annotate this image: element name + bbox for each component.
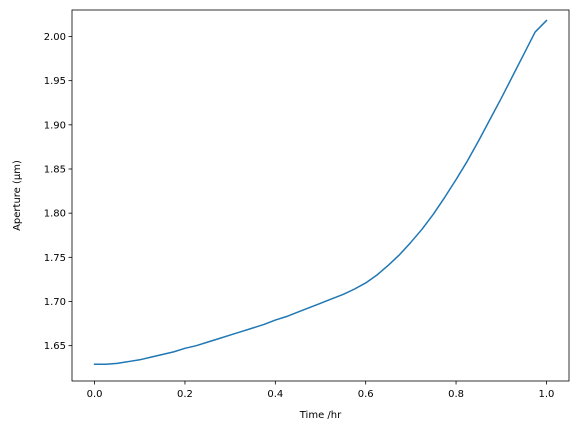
y-tick-label: 2.00 (44, 32, 66, 43)
y-tick-label: 1.95 (44, 76, 66, 87)
y-axis-ticks: 1.65 1.70 1.75 1.80 1.85 1.90 1.95 2.00 (44, 32, 72, 352)
y-tick-label: 1.70 (44, 297, 66, 308)
x-tick-label: 0.8 (448, 389, 464, 400)
plot-area-frame (71, 9, 570, 382)
x-axis-ticks: 0.0 0.2 0.4 0.6 0.8 1.0 (87, 381, 554, 400)
y-tick-label: 1.80 (44, 209, 66, 220)
x-axis-label: Time /hr (299, 410, 342, 421)
y-tick-label: 1.75 (44, 253, 66, 264)
y-tick-label: 1.65 (44, 341, 66, 352)
y-tick-label: 1.90 (44, 120, 66, 131)
x-tick-label: 1.0 (538, 389, 554, 400)
x-tick-label: 0.2 (177, 389, 193, 400)
plot-layer (93, 19, 548, 365)
x-tick-label: 0.6 (358, 389, 374, 400)
y-axis-label: Aperture (μm) (12, 160, 23, 231)
aperture-series-line (93, 19, 548, 365)
x-tick-label: 0.4 (267, 389, 283, 400)
x-tick-label: 0.0 (87, 389, 103, 400)
y-tick-label: 1.85 (44, 165, 66, 176)
